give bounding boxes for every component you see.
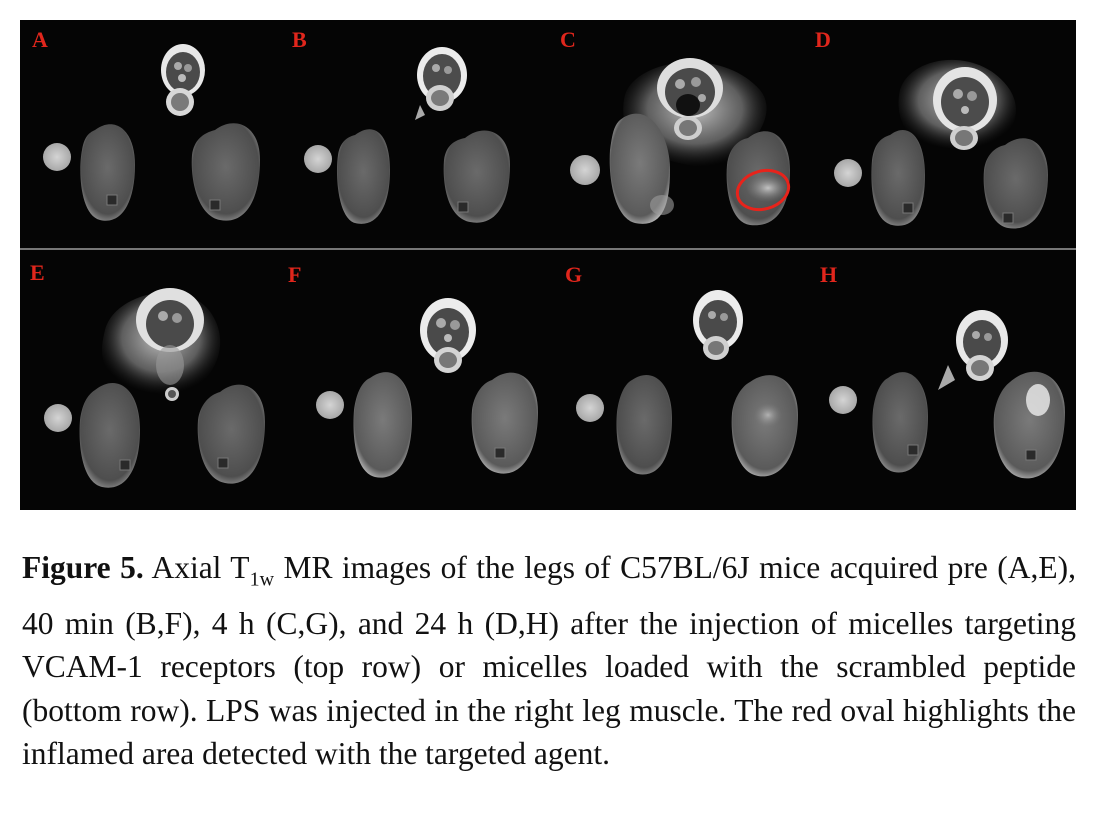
mri-panel-e	[44, 288, 265, 488]
right-leg	[471, 372, 538, 474]
left-leg	[353, 372, 412, 478]
mri-panel-g	[576, 290, 798, 477]
mri-panel-h	[829, 310, 1065, 479]
mouse-body	[938, 310, 1008, 390]
left-leg	[80, 124, 135, 221]
left-leg	[871, 129, 925, 226]
panel-label-d: D	[815, 27, 831, 52]
right-leg	[197, 384, 265, 484]
panel-label-e: E	[30, 260, 45, 285]
left-leg	[79, 383, 140, 488]
reference-phantom	[44, 404, 72, 432]
caption-text-start: Axial T	[143, 550, 250, 585]
right-leg	[191, 123, 260, 221]
reference-phantom	[570, 155, 600, 185]
left-leg	[616, 374, 672, 475]
panel-label-b: B	[292, 27, 307, 52]
panel-label-a: A	[32, 27, 48, 52]
panel-label-h: H	[820, 262, 837, 287]
figure-caption: Figure 5. Axial T1w MR images of the leg…	[22, 546, 1076, 776]
panel-label-f: F	[288, 262, 301, 287]
mri-panel-b	[304, 47, 510, 224]
figure-number: Figure 5.	[22, 550, 144, 585]
reference-phantom	[829, 386, 857, 414]
mri-figure: A B C D E F G H	[20, 20, 1076, 510]
reference-phantom	[834, 159, 862, 187]
mouse-body	[161, 44, 205, 116]
caption-subscript: 1w	[249, 568, 275, 591]
panel-label-c: C	[560, 27, 576, 52]
caption-text-body: MR images of the legs of C57BL/6J mice a…	[22, 550, 1077, 772]
mri-panel-c	[570, 58, 791, 226]
reference-phantom	[316, 391, 344, 419]
left-leg	[872, 372, 928, 473]
mouse-body	[415, 47, 467, 120]
highlight-oval	[735, 168, 791, 212]
right-leg	[443, 130, 510, 223]
reference-phantom	[304, 145, 332, 173]
mouse-body	[102, 288, 221, 401]
reference-phantom	[576, 394, 604, 422]
right-leg	[983, 138, 1048, 229]
mri-panel-a	[43, 44, 260, 221]
mouse-body	[693, 290, 743, 360]
mouse-body	[420, 298, 476, 373]
mri-panel-d	[834, 59, 1048, 229]
reference-phantom	[43, 143, 71, 171]
left-leg	[609, 113, 670, 224]
bright-region	[1026, 384, 1050, 416]
inflamed-area	[746, 174, 790, 202]
mri-panel-f	[316, 298, 538, 478]
left-leg	[336, 129, 390, 224]
panel-label-g: G	[565, 262, 582, 287]
mouse-body	[898, 59, 1016, 150]
